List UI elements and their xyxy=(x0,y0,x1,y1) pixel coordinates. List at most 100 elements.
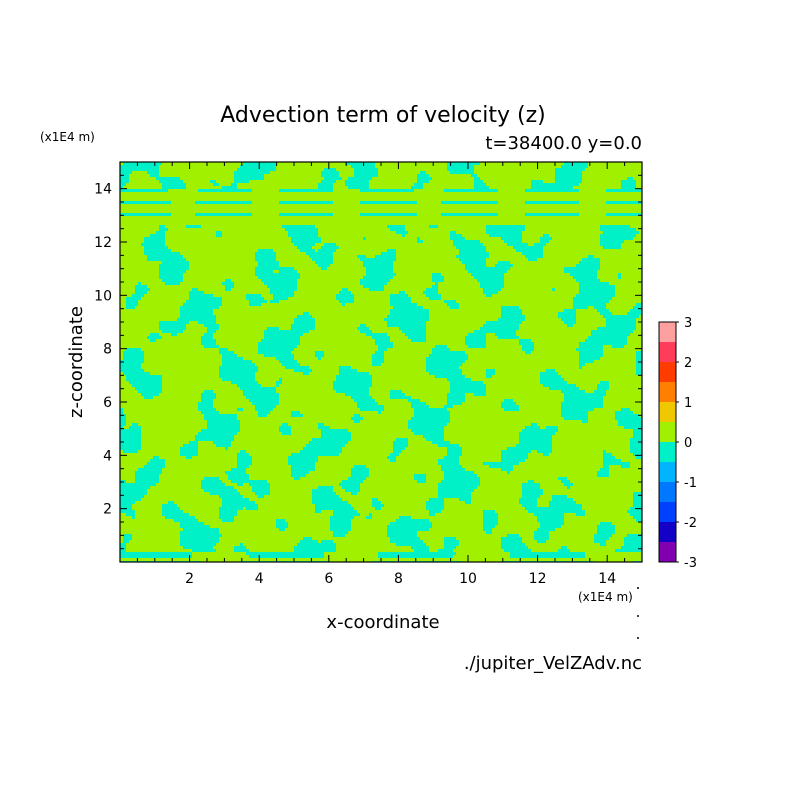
field-cell xyxy=(333,246,336,249)
field-cell xyxy=(321,261,324,264)
field-cell xyxy=(258,297,261,300)
field-cell xyxy=(261,162,264,165)
field-cell xyxy=(564,390,567,393)
field-cell xyxy=(150,258,153,261)
field-cell xyxy=(618,225,621,228)
field-cell xyxy=(402,300,405,303)
field-cell xyxy=(420,432,423,435)
field-cell xyxy=(357,387,360,390)
field-cell xyxy=(636,453,639,456)
field-cell xyxy=(153,387,156,390)
field-cell xyxy=(564,180,567,183)
field-cell xyxy=(459,252,462,255)
field-cell xyxy=(252,387,255,390)
field-cell xyxy=(258,342,261,345)
field-cell xyxy=(360,165,363,168)
field-cell xyxy=(153,456,156,459)
field-cell xyxy=(144,381,147,384)
field-cell xyxy=(315,261,318,264)
field-cell xyxy=(417,306,420,309)
field-cell xyxy=(489,321,492,324)
field-cell xyxy=(150,381,153,384)
field-cell xyxy=(270,264,273,267)
field-cell xyxy=(444,423,447,426)
field-cell xyxy=(273,399,276,402)
field-cell xyxy=(159,201,162,204)
field-cell xyxy=(480,246,483,249)
field-cell xyxy=(297,414,300,417)
field-cell xyxy=(303,225,306,228)
field-cell xyxy=(126,165,129,168)
field-cell xyxy=(219,420,222,423)
field-cell xyxy=(411,321,414,324)
field-cell xyxy=(129,375,132,378)
field-cell xyxy=(540,183,543,186)
field-cell xyxy=(510,408,513,411)
field-cell xyxy=(285,213,288,216)
field-cell xyxy=(450,213,453,216)
field-cell xyxy=(477,243,480,246)
field-cell xyxy=(435,297,438,300)
field-cell xyxy=(483,330,486,333)
field-cell xyxy=(324,201,327,204)
field-cell xyxy=(468,345,471,348)
field-cell xyxy=(444,405,447,408)
field-cell xyxy=(225,360,228,363)
field-cell xyxy=(267,333,270,336)
field-cell xyxy=(390,396,393,399)
field-cell xyxy=(276,273,279,276)
field-cell xyxy=(591,258,594,261)
field-cell xyxy=(273,276,276,279)
field-cell xyxy=(426,405,429,408)
field-cell xyxy=(597,357,600,360)
field-cell xyxy=(597,384,600,387)
field-cell xyxy=(297,225,300,228)
field-cell xyxy=(483,339,486,342)
field-cell xyxy=(159,459,162,462)
field-cell xyxy=(609,225,612,228)
field-cell xyxy=(327,264,330,267)
field-cell xyxy=(483,276,486,279)
field-cell xyxy=(579,354,582,357)
field-cell xyxy=(261,171,264,174)
field-cell xyxy=(591,276,594,279)
field-cell xyxy=(576,402,579,405)
field-cell xyxy=(300,414,303,417)
field-cell xyxy=(375,357,378,360)
field-cell xyxy=(477,393,480,396)
field-cell xyxy=(573,189,576,192)
field-cell xyxy=(498,225,501,228)
field-cell xyxy=(396,201,399,204)
field-cell xyxy=(594,303,597,306)
field-cell xyxy=(177,327,180,330)
field-cell xyxy=(237,378,240,381)
field-cell xyxy=(567,396,570,399)
field-cell xyxy=(291,327,294,330)
field-cell xyxy=(231,354,234,357)
field-cell xyxy=(354,174,357,177)
field-cell xyxy=(270,396,273,399)
field-cell xyxy=(486,201,489,204)
field-cell xyxy=(621,330,624,333)
field-cell xyxy=(294,369,297,372)
field-cell xyxy=(549,381,552,384)
field-cell xyxy=(525,351,528,354)
field-cell xyxy=(549,444,552,447)
field-cell xyxy=(309,234,312,237)
field-cell xyxy=(612,228,615,231)
field-cell xyxy=(120,447,123,450)
field-cell xyxy=(576,390,579,393)
field-cell xyxy=(567,168,570,171)
field-cell xyxy=(372,336,375,339)
field-cell xyxy=(465,168,468,171)
field-cell xyxy=(492,327,495,330)
field-cell xyxy=(570,384,573,387)
field-cell xyxy=(309,231,312,234)
field-cell xyxy=(516,318,519,321)
field-cell xyxy=(429,417,432,420)
field-cell xyxy=(450,459,453,462)
field-cell xyxy=(183,318,186,321)
field-cell xyxy=(639,306,642,309)
field-cell xyxy=(534,246,537,249)
field-cell xyxy=(303,462,306,465)
